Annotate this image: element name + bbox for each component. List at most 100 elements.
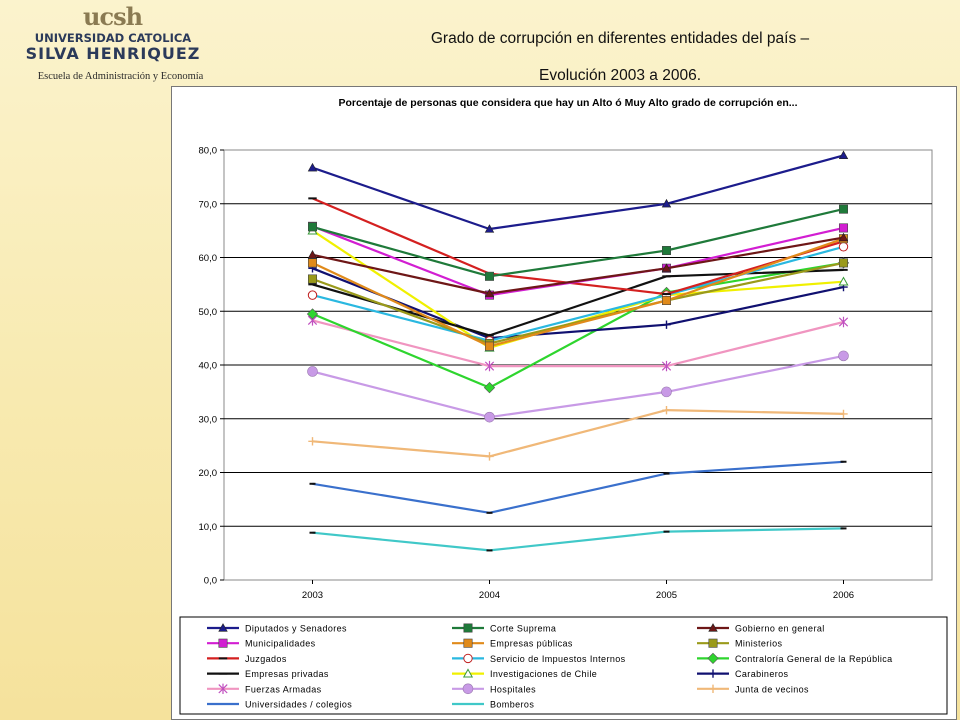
series-line xyxy=(312,409,844,458)
legend-item-investigaciones-de-chile: Investigaciones de Chile xyxy=(452,668,597,679)
series-hospitales xyxy=(307,350,849,423)
data-point xyxy=(838,276,849,286)
legend-swatch-marker xyxy=(707,652,719,665)
series-bomberos xyxy=(309,527,847,552)
legend-item-fuerzas-armadas: Fuerzas Armadas xyxy=(207,683,321,694)
logo-mark: ucsh xyxy=(83,2,143,31)
legend-item-bomberos: Bomberos xyxy=(452,700,534,710)
series-universidades-colegios xyxy=(309,460,847,514)
chart-title: Porcentaje de personas que considera que… xyxy=(339,97,798,109)
legend-swatch-marker xyxy=(218,623,228,632)
data-point xyxy=(838,150,849,160)
x-tick-label: 2006 xyxy=(833,590,854,601)
legend-item-ministerios: Ministerios xyxy=(697,638,782,649)
legend-item-universidades-colegios: Universidades / colegios xyxy=(207,700,352,710)
series-line xyxy=(312,268,844,337)
data-point xyxy=(838,258,848,268)
slide-title-line1: Grado de corrupción en diferentes entida… xyxy=(430,30,810,47)
data-point xyxy=(838,350,849,362)
legend-item-carabineros: Carabineros xyxy=(697,669,788,679)
series-corte-suprema xyxy=(308,204,848,281)
legend: Diputados y Senadores Corte Suprema Gobier… xyxy=(179,616,948,715)
legend-label: Municipalidades xyxy=(245,639,316,649)
legend-label: Empresas privadas xyxy=(245,669,329,679)
legend-label: Junta de vecinos xyxy=(735,684,809,694)
legend-swatch-marker xyxy=(708,684,718,693)
series-line xyxy=(312,245,844,342)
legend-swatch-marker xyxy=(218,683,228,694)
legend-label: Hospitales xyxy=(490,684,536,694)
legend-swatch-marker xyxy=(463,623,473,633)
x-tick-label: 2004 xyxy=(479,590,500,601)
data-point xyxy=(484,271,494,281)
data-point xyxy=(839,409,848,419)
legend-item-diputados-y-senadores: Diputados y Senadores xyxy=(207,623,347,634)
data-point xyxy=(308,258,318,268)
legend-item-hospitales: Hospitales xyxy=(452,683,536,695)
data-point xyxy=(661,386,672,398)
data-point xyxy=(307,249,318,259)
data-point xyxy=(484,224,495,233)
series-line xyxy=(312,197,844,296)
data-point xyxy=(838,242,849,252)
legend-item-servicio-de-impuestos-internos: Servicio de Impuestos Internos xyxy=(452,653,626,664)
data-point xyxy=(838,232,849,242)
series-gobierno-en-general xyxy=(307,232,849,298)
y-tick-label: 10,0 xyxy=(199,522,218,533)
y-tick-label: 40,0 xyxy=(199,361,218,372)
series-line xyxy=(312,261,844,345)
legend-item-gobierno-en-general: Gobierno en general xyxy=(697,623,825,634)
series-line xyxy=(312,319,844,368)
data-point xyxy=(483,381,496,394)
series-line xyxy=(312,154,844,231)
data-point xyxy=(307,366,318,377)
y-gridlines: 0,0 10,0 20,0 30,0 40,0 50,0 60,0 70,0 80,0 xyxy=(199,146,932,587)
data-point xyxy=(661,198,672,208)
series-diputados-y-senadores xyxy=(307,150,849,233)
series-line xyxy=(312,236,844,295)
data-point xyxy=(484,341,494,351)
series-junta-de-vecinos xyxy=(308,405,848,461)
legend-label: Gobierno en general xyxy=(735,624,825,634)
legend-swatch-marker xyxy=(708,669,718,678)
data-point xyxy=(661,360,672,372)
legend-swatch-marker xyxy=(708,638,718,648)
data-point xyxy=(838,316,849,328)
university-logo: ucsh UNIVERSIDAD CATOLICA SILVA HENRIQUE… xyxy=(8,0,233,86)
series-empresas-privadas xyxy=(308,268,848,337)
series-line xyxy=(312,267,844,340)
y-tick-label: 20,0 xyxy=(199,468,218,479)
legend-label: Diputados y Senadores xyxy=(245,624,347,634)
legend-label: Corte Suprema xyxy=(490,624,556,634)
series-line xyxy=(312,208,844,278)
data-point xyxy=(662,320,671,329)
legend-swatch-marker xyxy=(462,683,474,695)
y-tick-label: 70,0 xyxy=(199,199,218,210)
legend-label: Servicio de Impuestos Internos xyxy=(490,654,626,664)
data-point xyxy=(661,246,671,256)
series-line xyxy=(312,237,844,348)
logo-school-line: Escuela de Administración y Economía xyxy=(37,71,204,82)
line-chart: Porcentaje de personas que considera que… xyxy=(179,97,948,715)
legend-item-empresas-privadas: Empresas privadas xyxy=(207,669,329,679)
slide-title: Grado de corrupción en diferentes entida… xyxy=(330,20,910,94)
legend-swatch-marker xyxy=(708,623,718,632)
legend-item-corte-suprema: Corte Suprema xyxy=(452,623,556,634)
data-point xyxy=(306,308,319,320)
legend-label: Investigaciones de Chile xyxy=(490,669,597,679)
data-point xyxy=(308,437,317,446)
legend-swatch-marker xyxy=(462,668,474,678)
legend-item-juzgados: Juzgados xyxy=(207,654,286,664)
legend-label: Universidades / colegios xyxy=(245,700,352,710)
y-tick-label: 30,0 xyxy=(199,414,218,425)
data-point xyxy=(308,222,318,232)
y-tick-label: 60,0 xyxy=(199,253,218,264)
legend-label: Contraloría General de la República xyxy=(735,654,893,664)
legend-item-municipalidades: Municipalidades xyxy=(207,638,316,649)
data-point xyxy=(484,288,495,298)
legend-item-junta-de-vecinos: Junta de vecinos xyxy=(697,684,809,694)
y-tick-label: 80,0 xyxy=(199,146,218,157)
y-tick-label: 0,0 xyxy=(204,576,217,587)
data-point xyxy=(307,290,318,300)
legend-item-empresas-publicas: Empresas públicas xyxy=(452,638,573,649)
